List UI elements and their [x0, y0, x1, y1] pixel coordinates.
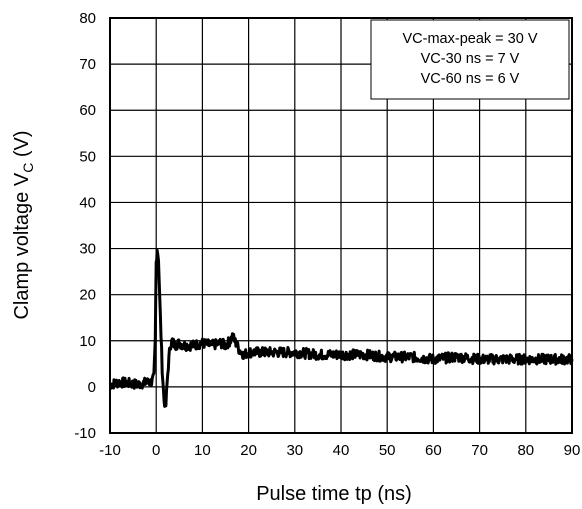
y-tick-label: 0 — [88, 379, 96, 396]
annotation-line-3: VC-60 ns = 6 V — [421, 71, 520, 87]
annotation-frame — [370, 19, 570, 100]
y-tick-label: 40 — [79, 194, 96, 211]
y-axis-label-unit: (V) — [11, 130, 33, 162]
series-layer — [108, 248, 574, 408]
x-tick-label: 0 — [152, 442, 160, 459]
annotation-line-1: VC-max-peak = 30 V — [403, 31, 538, 47]
series-line — [108, 248, 574, 408]
x-axis-label: Pulse time tp (ns) — [256, 483, 412, 505]
y-tick-label: 70 — [79, 56, 96, 73]
x-tick-label: 80 — [517, 442, 534, 459]
annotation-box: VC-max-peak = 30 V VC-30 ns = 7 V VC-60 … — [370, 19, 570, 100]
y-tick-label: -10 — [74, 425, 96, 442]
x-tick-label: -10 — [99, 442, 121, 459]
y-axis-label-subscript: C — [20, 163, 36, 173]
y-axis-label-main: Clamp voltage V — [11, 172, 33, 319]
y-tick-label: 60 — [79, 102, 96, 119]
x-tick-labels: -10 0 10 20 30 40 50 60 70 80 90 — [99, 442, 580, 459]
y-tick-label: 80 — [79, 10, 96, 27]
x-tick-label: 60 — [425, 442, 442, 459]
y-tick-label: 30 — [79, 241, 96, 258]
x-tick-label: 10 — [194, 442, 211, 459]
y-axis-label: Clamp voltage VC (V) — [11, 130, 36, 319]
plot-frame — [109, 17, 573, 434]
x-tick-label: 70 — [471, 442, 488, 459]
y-tick-label: 50 — [79, 148, 96, 165]
x-tick-label: 30 — [286, 442, 303, 459]
annotation-line-2: VC-30 ns = 7 V — [421, 51, 520, 67]
y-tick-labels: -10 0 10 20 30 40 50 60 70 80 — [74, 10, 96, 442]
x-tick-label: 40 — [333, 442, 350, 459]
x-tick-label: 50 — [379, 442, 396, 459]
x-tick-label: 20 — [240, 442, 257, 459]
y-tick-label: 10 — [79, 333, 96, 350]
y-tick-label: 20 — [79, 287, 96, 304]
x-tick-label: 90 — [564, 442, 581, 459]
